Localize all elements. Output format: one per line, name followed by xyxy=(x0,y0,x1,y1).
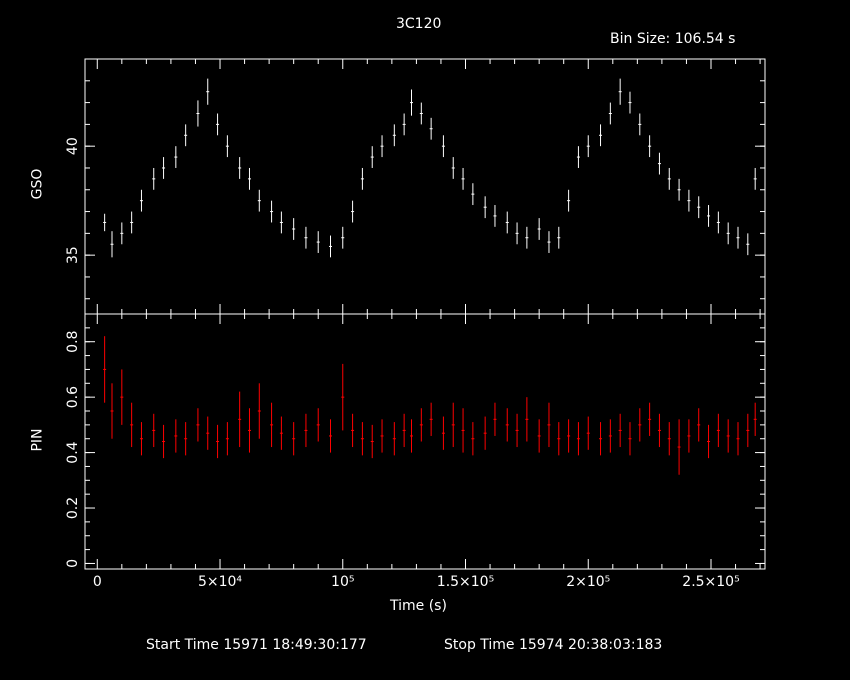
x-axis-tick-labels: 0 5×10⁴ 10⁵ 1.5×10⁵ 2×10⁵ 2.5×10⁵ xyxy=(93,574,740,590)
x-tick-label: 2×10⁵ xyxy=(566,574,610,590)
y-tick-label: 0.4 xyxy=(65,441,81,463)
pin-panel: 0 0.2 0.4 0.6 0.8 xyxy=(65,313,766,570)
y-tick-label: 0 xyxy=(65,559,81,568)
plot-frame-gso xyxy=(84,58,766,315)
y-tick-label: 35 xyxy=(65,246,81,264)
y-tick-label: 0.8 xyxy=(65,331,81,353)
x-tick-label: 0 xyxy=(93,574,102,590)
x-axis-label: Time (s) xyxy=(390,598,447,614)
x-tick-label: 1.5×10⁵ xyxy=(437,574,494,590)
x-tick-label: 5×10⁴ xyxy=(198,574,242,590)
gso-series xyxy=(103,78,757,258)
chart-title: 3C120 xyxy=(396,16,442,32)
pin-series xyxy=(103,336,757,475)
x-tick-label: 10⁵ xyxy=(331,574,354,590)
plot-frame-pin xyxy=(84,313,766,570)
y-tick-label: 0.6 xyxy=(65,386,81,408)
pin-axis-label: PIN xyxy=(29,428,46,452)
bin-size-label: Bin Size: 106.54 s xyxy=(610,31,736,47)
x-tick-label: 2.5×10⁵ xyxy=(682,574,739,590)
y-tick-label: 0.2 xyxy=(65,497,81,519)
stop-time: Stop Time 15974 20:38:03:183 xyxy=(444,637,663,653)
start-time: Start Time 15971 18:49:30:177 xyxy=(146,637,367,653)
gso-axis-label: GSO xyxy=(29,168,46,200)
y-tick-label: 40 xyxy=(65,137,81,155)
gso-panel: 35 40 xyxy=(65,58,766,315)
